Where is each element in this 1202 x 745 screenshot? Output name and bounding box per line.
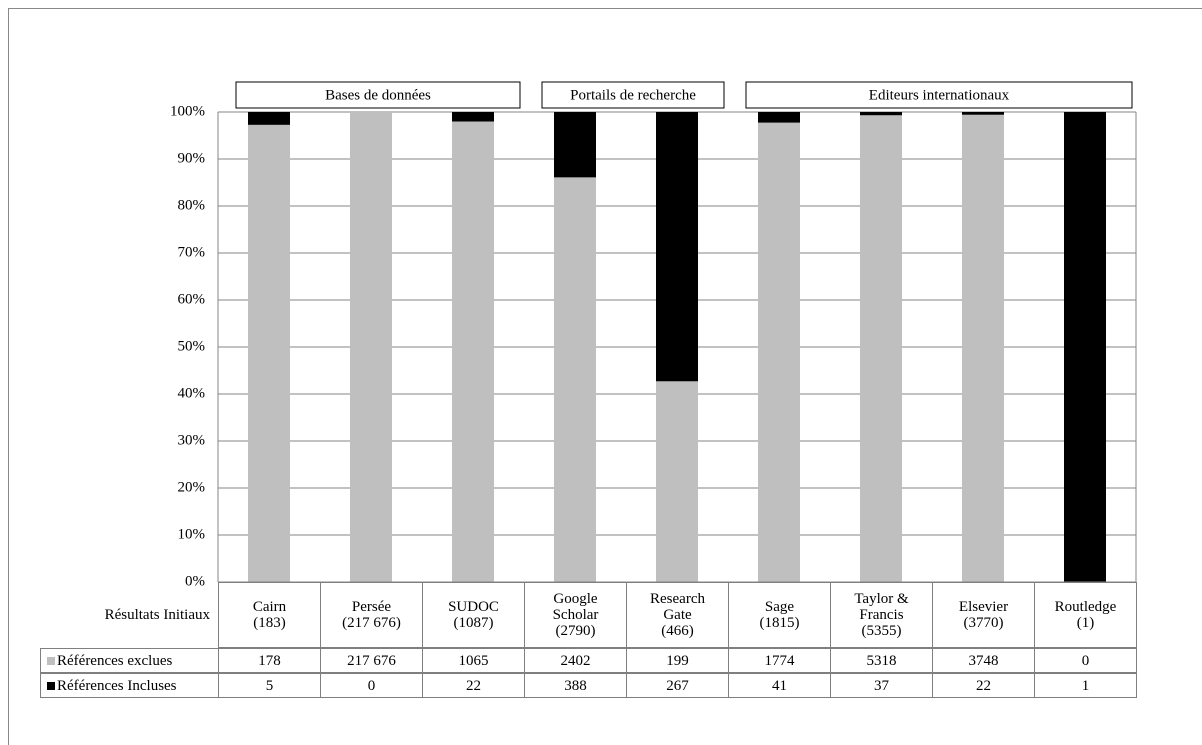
- table-value: 199: [626, 648, 729, 673]
- y-tick-label: 70%: [178, 244, 206, 260]
- table-value: 217 676: [320, 648, 423, 673]
- bar: [452, 112, 494, 122]
- y-tick-label: 100%: [170, 103, 205, 119]
- table-value: 3748: [932, 648, 1035, 673]
- y-tick-label: 40%: [178, 385, 206, 401]
- category-label: Research Gate (466): [626, 582, 729, 648]
- bar: [860, 112, 902, 116]
- table-value: 41: [728, 673, 831, 698]
- table-value: 22: [932, 673, 1035, 698]
- group-box: [745, 81, 1133, 109]
- table-value: 5: [218, 673, 321, 698]
- y-tick-label: 10%: [178, 526, 206, 542]
- group-label: Bases de données: [325, 87, 431, 103]
- y-tick-label: 50%: [178, 338, 206, 354]
- bar: [962, 112, 1004, 115]
- bar: [350, 112, 392, 582]
- table-value: 37: [830, 673, 933, 698]
- category-label: Cairn (183): [218, 582, 321, 648]
- bar: [860, 115, 902, 582]
- legend-swatch: [47, 656, 55, 665]
- bar: [248, 112, 290, 125]
- table-value: 1065: [422, 648, 525, 673]
- y-tick-label: 60%: [178, 291, 206, 307]
- category-label: Elsevier (3770): [932, 582, 1035, 648]
- y-tick-label: 90%: [178, 150, 206, 166]
- table-value: 0: [1034, 648, 1137, 673]
- legend-label: Références Incluses: [57, 677, 177, 694]
- legend-swatch: [47, 681, 55, 690]
- table-value: 267: [626, 673, 729, 698]
- bar: [758, 122, 800, 583]
- bar: [452, 121, 494, 582]
- legend-label: Références exclues: [57, 652, 173, 669]
- table-value: 1774: [728, 648, 831, 673]
- table-value: 178: [218, 648, 321, 673]
- table-value: 2402: [524, 648, 627, 673]
- group-box: [541, 81, 725, 109]
- legend-cell: Références exclues: [40, 648, 219, 673]
- y-tick-label: 0%: [185, 573, 205, 589]
- table-header: Résultats Initiaux: [104, 607, 210, 623]
- category-label: Sage (1815): [728, 582, 831, 648]
- table-value: 22: [422, 673, 525, 698]
- category-label: Google Scholar (2790): [524, 582, 627, 648]
- y-tick-label: 30%: [178, 432, 206, 448]
- category-label: SUDOC (1087): [422, 582, 525, 648]
- bar: [962, 114, 1004, 582]
- chart-border: [8, 8, 1202, 745]
- category-label: Taylor & Francis (5355): [830, 582, 933, 648]
- group-label: Editeurs internationaux: [869, 87, 1010, 103]
- table-value: 388: [524, 673, 627, 698]
- bar: [656, 381, 698, 582]
- group-label: Portails de recherche: [570, 87, 696, 103]
- bar: [758, 112, 800, 123]
- y-tick-label: 20%: [178, 479, 206, 495]
- table-value: 1: [1034, 673, 1137, 698]
- category-label: Routledge (1): [1034, 582, 1137, 648]
- bar: [1064, 112, 1106, 582]
- bar: [554, 177, 596, 582]
- bar: [248, 124, 290, 583]
- table-value: 5318: [830, 648, 933, 673]
- bar: [554, 112, 596, 178]
- table-value: 0: [320, 673, 423, 698]
- group-box: [235, 81, 521, 109]
- y-tick-label: 80%: [178, 197, 206, 213]
- legend-cell: Références Incluses: [40, 673, 219, 698]
- bar: [656, 112, 698, 382]
- category-label: Persée (217 676): [320, 582, 423, 648]
